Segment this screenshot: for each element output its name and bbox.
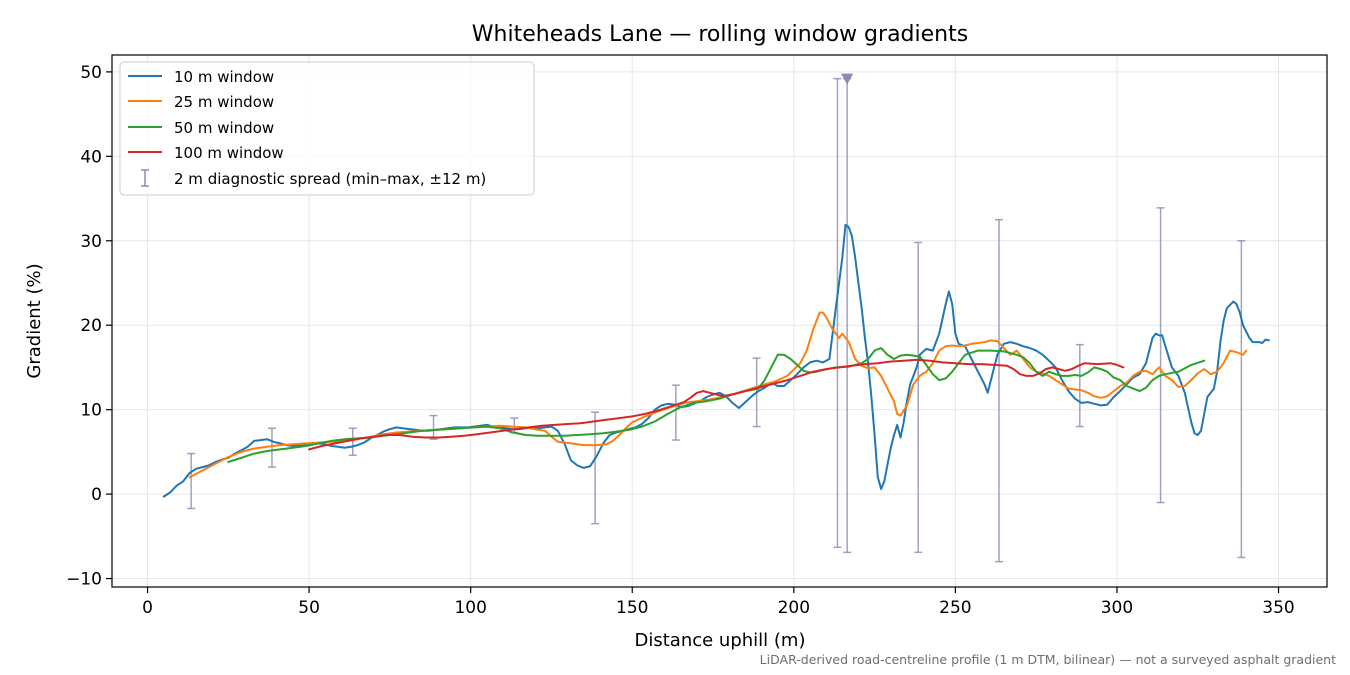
y-tick-label: 0 bbox=[91, 485, 102, 505]
y-tick-label: −10 bbox=[66, 570, 102, 590]
x-tick-label: 200 bbox=[778, 598, 810, 618]
y-tick-label: 20 bbox=[80, 316, 102, 336]
diagnostic-error-bar bbox=[187, 452, 196, 510]
y-tick-label: 50 bbox=[80, 63, 102, 83]
x-tick-label: 300 bbox=[1101, 598, 1133, 618]
diagnostic-error-bar bbox=[267, 427, 276, 468]
x-tick-label: 100 bbox=[454, 598, 486, 618]
diagnostic-error-bar bbox=[833, 77, 842, 549]
legend-label-50m: 50 m window bbox=[174, 119, 274, 137]
legend-swatch-diagnostic bbox=[141, 169, 149, 187]
x-tick-label: 50 bbox=[298, 598, 320, 618]
x-tick-label: 150 bbox=[616, 598, 648, 618]
series-line-3 bbox=[308, 358, 1125, 451]
footnote: LiDAR-derived road-centreline profile (1… bbox=[760, 652, 1336, 667]
plot-area bbox=[162, 73, 1270, 563]
diagnostic-error-bar bbox=[671, 384, 680, 441]
legend-label-diagnostic: 2 m diagnostic spread (min–max, ±12 m) bbox=[174, 170, 486, 188]
x-tick-label: 250 bbox=[939, 598, 971, 618]
legend: 10 m window 25 m window 50 m window 100 … bbox=[119, 61, 535, 196]
plot-frame bbox=[111, 54, 1328, 588]
x-axis-title: Distance uphill (m) bbox=[635, 630, 806, 651]
x-axis-ticks: 0 50 100 150 200 250 300 350 bbox=[142, 587, 1295, 618]
y-tick-label: 40 bbox=[80, 147, 102, 167]
x-tick-label: 0 bbox=[142, 598, 153, 618]
y-axis-title: Gradient (%) bbox=[24, 263, 45, 378]
diagnostic-error-bar bbox=[1075, 343, 1084, 428]
diagnostic-error-bar bbox=[591, 411, 600, 525]
y-tick-label: 30 bbox=[80, 232, 102, 252]
diagnostic-error-bar bbox=[429, 414, 438, 440]
diagnostic-error-bar bbox=[995, 218, 1004, 563]
clipped-marker bbox=[841, 73, 854, 85]
legend-box bbox=[119, 61, 535, 196]
diagnostic-error-bar bbox=[348, 427, 357, 457]
y-tick-label: 10 bbox=[80, 401, 102, 421]
legend-label-10m: 10 m window bbox=[174, 68, 274, 86]
y-axis-ticks: −10 0 10 20 30 40 50 bbox=[66, 63, 112, 590]
legend-label-25m: 25 m window bbox=[174, 93, 274, 111]
legend-label-100m: 100 m window bbox=[174, 144, 284, 162]
x-tick-label: 350 bbox=[1262, 598, 1294, 618]
diagnostic-error-bar bbox=[1237, 240, 1246, 559]
diagnostic-error-bar bbox=[914, 241, 923, 554]
diagnostic-error-bar bbox=[1156, 207, 1165, 504]
chart-title: Whiteheads Lane — rolling window gradien… bbox=[472, 22, 968, 47]
